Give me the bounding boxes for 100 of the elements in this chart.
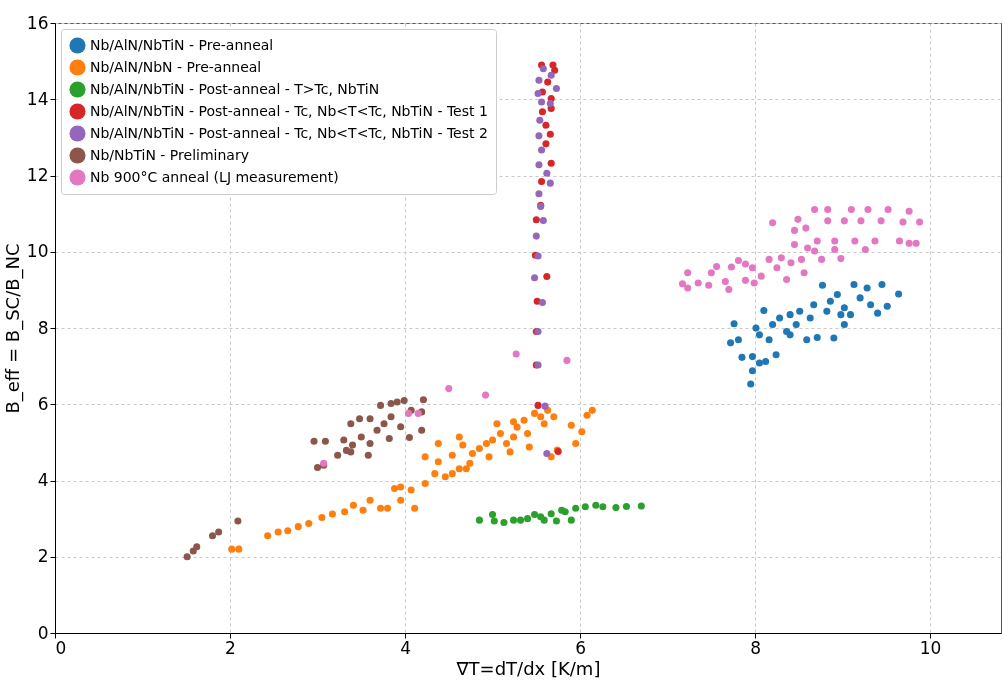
point: [850, 281, 858, 289]
point: [538, 98, 546, 106]
point: [856, 294, 864, 302]
point: [421, 453, 429, 461]
point: [905, 239, 913, 247]
point: [864, 205, 872, 213]
point: [583, 411, 591, 419]
point: [790, 240, 799, 249]
point: [455, 433, 463, 441]
point: [804, 244, 812, 252]
point: [547, 159, 555, 167]
point: [792, 321, 800, 329]
point: [525, 443, 533, 451]
point: [538, 298, 546, 306]
point: [512, 350, 520, 358]
point: [517, 516, 525, 524]
x-tick-label: 4: [400, 637, 411, 658]
point: [550, 413, 558, 421]
point: [520, 416, 528, 424]
legend-label: Nb/AlN/NbTiN - Post-anneal - Tc, Nb<T<Tc, NbTiN - Test 1: [90, 102, 488, 119]
legend-label: Nb 900°C anneal (LJ measurement): [90, 168, 339, 185]
point: [747, 380, 755, 388]
point: [531, 510, 539, 518]
point: [532, 216, 540, 224]
point: [391, 484, 399, 493]
point: [547, 71, 555, 79]
point: [366, 439, 374, 448]
point: [193, 543, 201, 551]
point: [883, 302, 891, 310]
point: [802, 224, 810, 232]
point: [847, 205, 855, 213]
point: [738, 353, 746, 361]
point: [510, 516, 518, 524]
point: [407, 486, 415, 494]
point: [419, 396, 427, 404]
point: [578, 428, 586, 436]
point: [310, 437, 318, 445]
point: [840, 321, 848, 329]
point: [818, 255, 826, 263]
point: [773, 264, 781, 272]
point: [538, 108, 546, 116]
point: [794, 215, 802, 223]
point: [347, 420, 355, 428]
point: [414, 409, 422, 417]
legend-label: Nb/AlN/NbTiN - Post-anneal - Tc, Nb<T<Tc, NbTiN - Test 2: [90, 124, 488, 141]
point: [806, 314, 814, 322]
y-tick-label: 8: [37, 317, 49, 338]
point: [874, 309, 882, 317]
y-tick-label: 4: [37, 470, 49, 490]
point: [776, 314, 784, 322]
point: [328, 510, 336, 518]
point: [468, 449, 476, 457]
point: [183, 553, 191, 561]
point: [748, 264, 756, 272]
point: [567, 421, 575, 429]
point: [750, 279, 758, 287]
point: [796, 307, 804, 315]
point: [318, 513, 326, 522]
point: [563, 356, 571, 364]
point: [264, 532, 272, 540]
point: [377, 401, 385, 409]
point: [531, 274, 539, 282]
point: [544, 78, 552, 86]
point: [397, 423, 405, 431]
point: [851, 237, 859, 245]
point: [490, 517, 498, 525]
point: [475, 516, 483, 524]
point: [547, 510, 555, 518]
point: [377, 504, 385, 512]
point: [540, 420, 548, 428]
point: [800, 269, 808, 277]
point: [567, 516, 575, 524]
y-tick-label: 16: [26, 12, 49, 33]
point: [284, 527, 292, 535]
point: [543, 449, 551, 457]
point: [823, 307, 831, 315]
point: [542, 140, 550, 148]
point: [475, 444, 483, 452]
point: [905, 207, 913, 215]
y-axis-title: B_eff = B_SC/B_NC: [1, 243, 24, 414]
point: [387, 413, 395, 421]
point: [536, 116, 544, 124]
point: [534, 90, 542, 98]
point: [916, 218, 924, 226]
point: [421, 480, 429, 488]
point: [418, 426, 426, 434]
point: [434, 439, 442, 448]
point: [811, 205, 819, 213]
point: [510, 433, 518, 441]
point: [831, 237, 839, 245]
point: [400, 396, 408, 404]
point: [765, 336, 773, 344]
point: [797, 255, 806, 263]
point: [314, 464, 322, 472]
point: [622, 502, 630, 510]
y-tick-label: 10: [26, 241, 49, 262]
point: [274, 528, 282, 536]
point: [840, 217, 848, 225]
point: [787, 259, 795, 267]
point: [347, 448, 355, 456]
